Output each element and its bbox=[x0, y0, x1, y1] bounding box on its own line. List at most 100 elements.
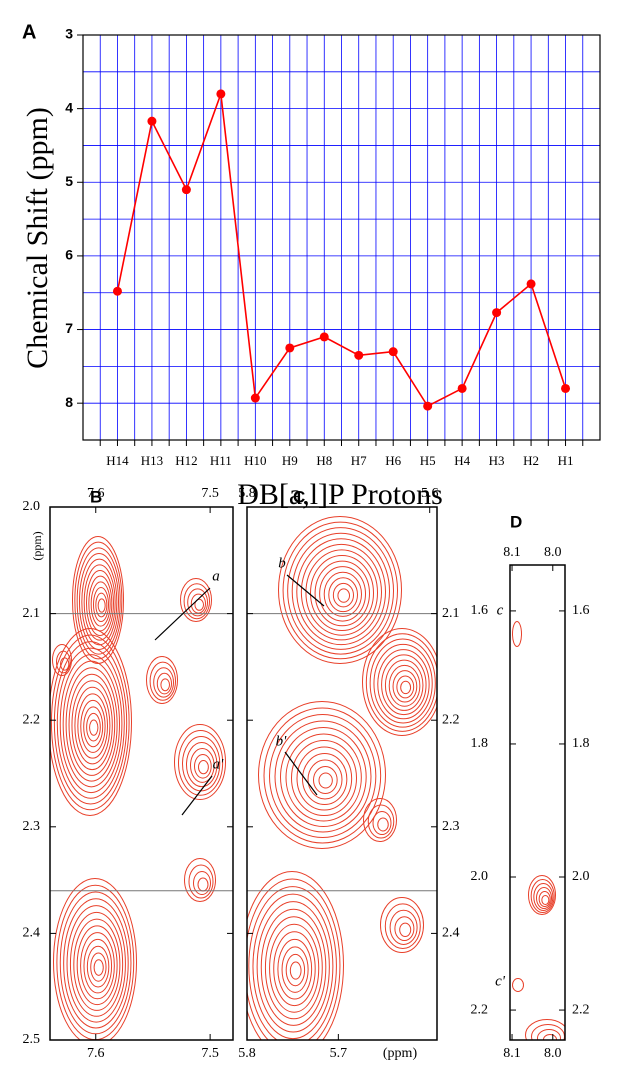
contour-line bbox=[291, 740, 357, 816]
contour-line bbox=[66, 905, 126, 1023]
contour-line bbox=[52, 644, 72, 676]
contour-line bbox=[89, 719, 99, 736]
x-tick-label: 5.7 bbox=[330, 1046, 348, 1061]
panel-letter: C bbox=[293, 487, 305, 506]
plot-frame bbox=[509, 564, 566, 1041]
y-tick-label: 2.4 bbox=[23, 926, 41, 941]
x-tick-label: 5.6 bbox=[421, 486, 439, 501]
contour-line bbox=[530, 879, 555, 913]
contour-line bbox=[380, 897, 424, 953]
panel-letter: B bbox=[90, 487, 102, 506]
contour-line bbox=[369, 638, 436, 728]
annotation-pointer bbox=[154, 587, 211, 641]
contour-line bbox=[377, 817, 389, 832]
contour-line bbox=[76, 547, 121, 655]
contour-line bbox=[50, 628, 132, 816]
x-tick-label: 5.8 bbox=[238, 486, 256, 501]
contour-line bbox=[194, 598, 204, 611]
x-axis-title: DB[a,l]P Protons bbox=[237, 478, 443, 511]
x-tick-label: H11 bbox=[210, 453, 232, 468]
contour-line bbox=[93, 959, 104, 976]
y-tick-label: 1.8 bbox=[572, 736, 590, 751]
contour-line bbox=[285, 733, 362, 822]
contour-line bbox=[83, 938, 113, 994]
contour-line bbox=[184, 858, 216, 902]
contour-line bbox=[365, 633, 437, 732]
contour-line bbox=[307, 759, 343, 800]
contour-line bbox=[314, 560, 370, 627]
contour-line bbox=[269, 714, 377, 838]
contour-line bbox=[72, 536, 124, 664]
contour-line bbox=[377, 649, 430, 720]
contour-line bbox=[187, 588, 209, 617]
data-line bbox=[116, 93, 567, 408]
x-tick-label: 5.8 bbox=[238, 1046, 256, 1061]
y-axis-title: (ppm) bbox=[30, 531, 44, 560]
contour-line bbox=[536, 887, 552, 909]
contour-line bbox=[296, 538, 386, 646]
contour-line bbox=[388, 664, 421, 707]
contour-line bbox=[256, 901, 330, 1033]
panel-letter: A bbox=[22, 21, 36, 43]
contour-line bbox=[74, 541, 123, 660]
data-point bbox=[457, 383, 467, 393]
contour-line bbox=[63, 898, 129, 1029]
contour-line bbox=[90, 581, 111, 627]
x-tick-label: 8.0 bbox=[544, 545, 562, 560]
contour-line bbox=[190, 748, 215, 783]
contour-line bbox=[285, 953, 306, 987]
y-tick-label: 2.4 bbox=[442, 926, 460, 941]
y-tick-label: 1.6 bbox=[572, 603, 590, 618]
data-point bbox=[147, 116, 157, 126]
data-point bbox=[319, 332, 329, 342]
contour-line bbox=[74, 686, 111, 765]
x-tick-label: 7.6 bbox=[87, 486, 105, 501]
contour-line bbox=[247, 878, 341, 1040]
contour-line bbox=[319, 566, 367, 622]
x-tick-label: 8.1 bbox=[503, 545, 521, 560]
y-tick-label: 1.6 bbox=[471, 603, 489, 618]
annotation-pointer bbox=[286, 574, 325, 607]
contour-line bbox=[86, 712, 101, 742]
contour-line bbox=[305, 549, 379, 636]
contour-line bbox=[56, 650, 71, 674]
plot-frame bbox=[49, 506, 234, 1041]
contour-line bbox=[273, 931, 316, 1007]
data-point bbox=[216, 89, 226, 99]
contour-line bbox=[59, 654, 123, 794]
contour-line bbox=[59, 657, 70, 671]
contours bbox=[512, 621, 565, 1040]
data-point bbox=[561, 383, 571, 393]
data-point bbox=[492, 308, 502, 318]
contour-line bbox=[53, 641, 128, 805]
x-tick-label: H14 bbox=[106, 453, 129, 468]
contour-line bbox=[79, 553, 119, 650]
x-tick-label: H2 bbox=[523, 453, 539, 468]
contour-line bbox=[281, 946, 309, 993]
contour-line bbox=[149, 661, 177, 701]
contour-line bbox=[381, 654, 427, 716]
contour-line bbox=[53, 878, 137, 1040]
contour-line bbox=[56, 647, 125, 799]
contour-line bbox=[83, 564, 116, 641]
contour-line bbox=[277, 938, 313, 1000]
y-tick-label: 2.3 bbox=[442, 819, 460, 834]
x-tick-label: H3 bbox=[489, 453, 505, 468]
data-point bbox=[526, 279, 536, 289]
data-point bbox=[388, 347, 398, 357]
x-tick-label: H10 bbox=[244, 453, 266, 468]
contour-line bbox=[68, 673, 116, 776]
contour-line bbox=[86, 945, 110, 988]
contour-line bbox=[83, 706, 104, 748]
contour-line bbox=[302, 753, 348, 805]
annotation: a bbox=[212, 568, 220, 584]
contour-line bbox=[263, 707, 382, 844]
x-tick-label: H8 bbox=[316, 453, 332, 468]
x-tick-label: 7.5 bbox=[201, 486, 219, 501]
contour-line bbox=[62, 660, 121, 788]
contour-line bbox=[194, 754, 212, 779]
contour-line bbox=[525, 1019, 565, 1040]
contour-line bbox=[274, 720, 372, 833]
contour-line bbox=[80, 932, 115, 1000]
y-tick-label: 7 bbox=[65, 320, 73, 336]
